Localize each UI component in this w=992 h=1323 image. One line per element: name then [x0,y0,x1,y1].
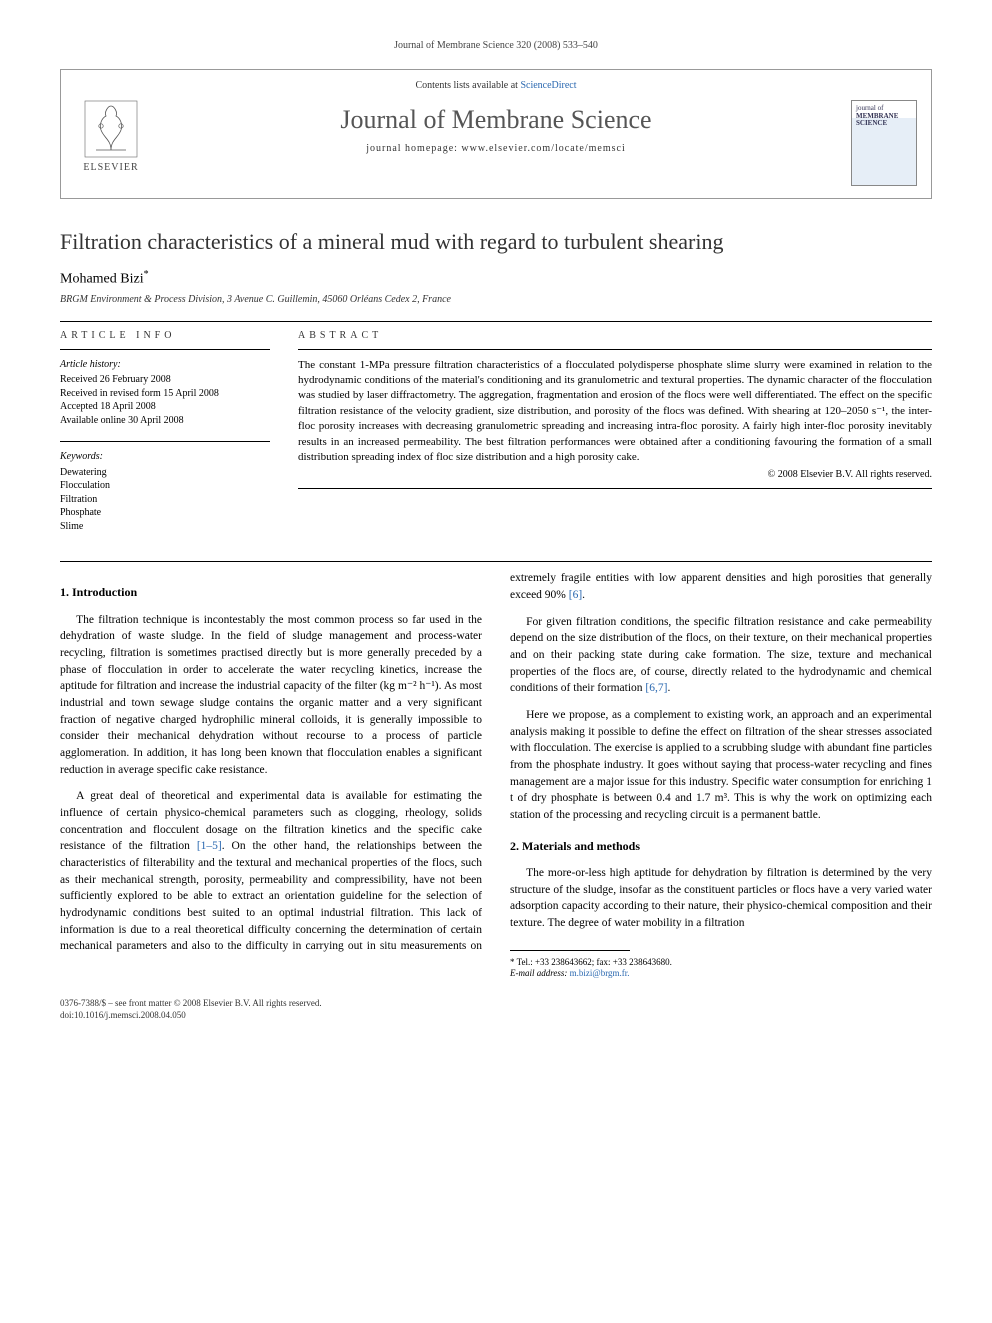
footnote-rule [510,950,630,951]
paragraph: The filtration technique is incontestabl… [60,612,482,779]
running-header: Journal of Membrane Science 320 (2008) 5… [60,40,932,51]
email-label: E-mail address: [510,968,567,978]
abstract-block: ABSTRACT The constant 1-MPa pressure fil… [298,330,932,534]
body-text: 1. Introduction The filtration technique… [60,570,932,980]
history-title: Article history: [60,358,270,372]
issn-line: 0376-7388/$ – see front matter © 2008 El… [60,998,932,1010]
footnotes: * Tel.: +33 238643662; fax: +33 23864368… [510,957,932,980]
sciencedirect-link[interactable]: ScienceDirect [520,80,576,91]
rule-top [60,321,932,322]
keyword: Dewatering [60,466,270,480]
article-info-block: ARTICLE INFO Article history: Received 2… [60,330,270,534]
journal-cover-thumb: journal of MEMBRANE SCIENCE [851,100,917,186]
citation-link[interactable]: [6] [569,589,582,601]
rule-kw [60,441,270,442]
publisher-name: ELSEVIER [75,162,147,173]
email-link[interactable]: m.bizi@brgm.fr. [570,968,630,978]
journal-title: Journal of Membrane Science [165,105,827,135]
abstract-copyright: © 2008 Elsevier B.V. All rights reserved… [298,469,932,480]
journal-homepage: journal homepage: www.elsevier.com/locat… [75,143,917,154]
abstract-heading: ABSTRACT [298,330,932,341]
history-online: Available online 30 April 2008 [60,414,270,428]
text-run: . [582,589,585,601]
article-title: Filtration characteristics of a mineral … [60,229,932,255]
rule-body-top [60,561,932,562]
rule-abstract [298,349,932,350]
history-accepted: Accepted 18 April 2008 [60,400,270,414]
citation-link[interactable]: [1–5] [197,840,222,852]
publisher-logo: ELSEVIER [75,100,147,173]
tree-icon [84,100,138,158]
keyword: Phosphate [60,506,270,520]
article-info-heading: ARTICLE INFO [60,330,270,341]
abstract-text: The constant 1-MPa pressure filtration c… [298,358,932,466]
contents-pre: Contents lists available at [415,80,520,91]
section-heading-2: 2. Materials and methods [510,838,932,855]
history-received: Received 26 February 2008 [60,373,270,387]
rule-abstract-bottom [298,488,932,489]
keyword: Slime [60,520,270,534]
paragraph: Here we propose, as a complement to exis… [510,707,932,824]
keywords-block: Keywords: Dewatering Flocculation Filtra… [60,441,270,533]
paragraph: For given filtration conditions, the spe… [510,614,932,697]
history-revised: Received in revised form 15 April 2008 [60,387,270,401]
page-footer: 0376-7388/$ – see front matter © 2008 El… [60,998,932,1021]
article-history: Article history: Received 26 February 20… [60,358,270,428]
masthead: Contents lists available at ScienceDirec… [60,69,932,199]
keywords-title: Keywords: [60,450,270,464]
corresponding-note: * Tel.: +33 238643662; fax: +33 23864368… [510,957,932,969]
citation-link[interactable]: [6,7] [645,682,667,694]
cover-text-main: MEMBRANE SCIENCE [856,113,912,128]
rule-info [60,349,270,350]
doi-line: doi:10.1016/j.memsci.2008.04.050 [60,1010,932,1022]
author-name: Mohamed Bizi [60,272,144,287]
section-heading-1: 1. Introduction [60,584,482,601]
text-run: . [667,682,670,694]
contents-line: Contents lists available at ScienceDirec… [75,80,917,91]
affiliation: BRGM Environment & Process Division, 3 A… [60,294,932,305]
keyword: Filtration [60,493,270,507]
paragraph: The more-or-less high aptitude for dehyd… [510,865,932,932]
keyword: Flocculation [60,479,270,493]
author-line: Mohamed Bizi* [60,269,932,288]
author-marker: * [144,269,149,280]
text-run: For given filtration conditions, the spe… [510,616,932,695]
